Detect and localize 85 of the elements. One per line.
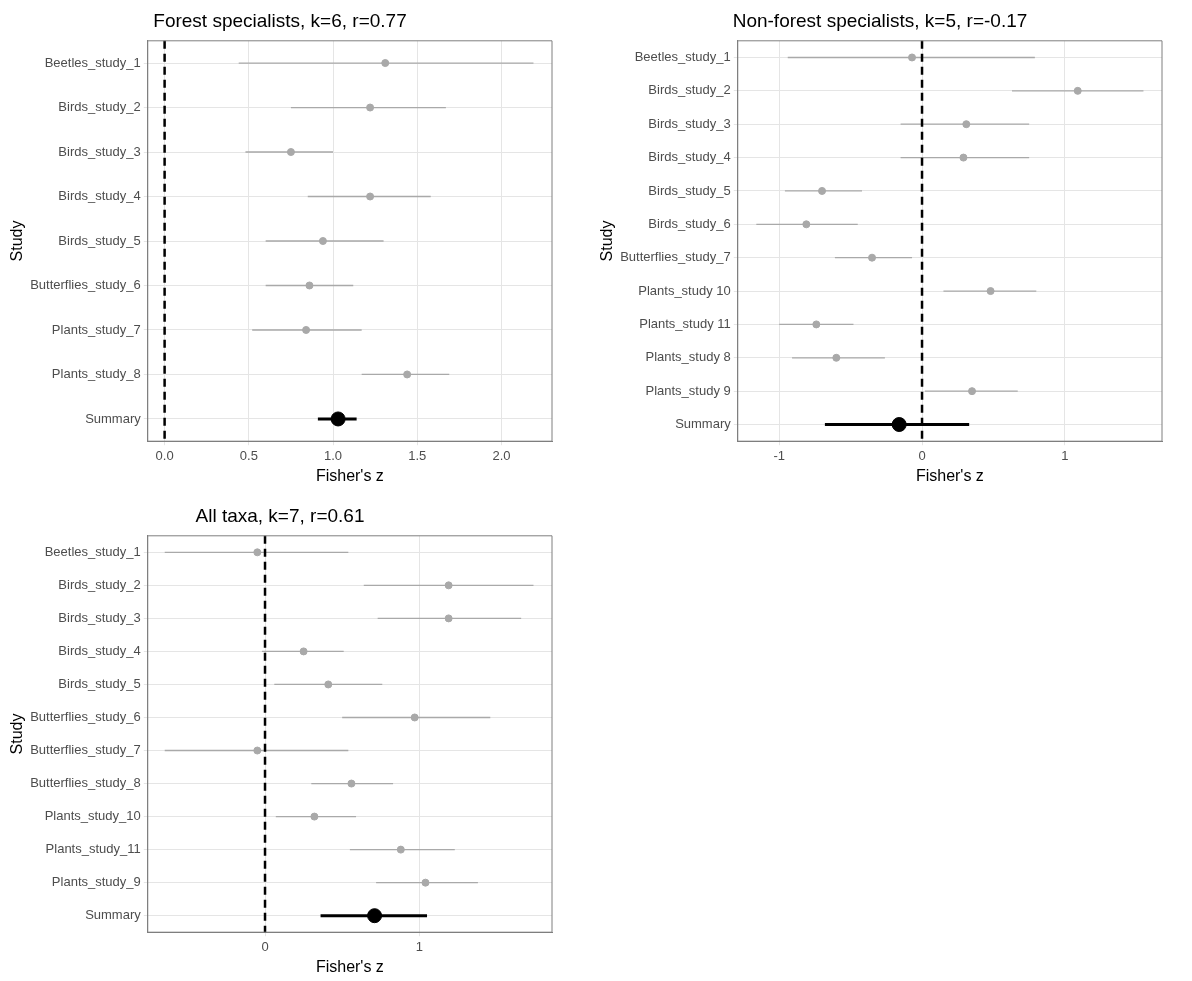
y-tick-label: Birds_study_3	[58, 143, 141, 159]
point	[318, 237, 327, 245]
point	[818, 186, 827, 195]
y-tick-label: Birds_study_5	[648, 182, 731, 198]
y-tick-label: Birds_study_6	[648, 215, 731, 231]
point	[1073, 86, 1082, 95]
y-tick-label: Birds_study_3	[648, 115, 731, 131]
y-tick-label: Birds_study_5	[58, 676, 141, 692]
y-axis-title: Study	[598, 220, 616, 262]
x-axis-title: Fisher's z	[315, 466, 384, 484]
y-axis-title: Study	[8, 713, 26, 755]
y-tick-label: Beetles_study_1	[44, 543, 141, 559]
chart-title: All taxa, k=7, r=0.61	[195, 504, 365, 526]
x-tick-label: 0	[261, 938, 269, 954]
x-tick-label: 0.5	[239, 447, 258, 463]
point	[832, 353, 841, 362]
y-tick-label: Summary	[675, 416, 732, 432]
point	[299, 647, 308, 656]
y-axis-title: Study	[8, 220, 26, 262]
point	[347, 779, 356, 788]
y-tick-label: Birds_study_4	[58, 642, 141, 658]
point	[802, 220, 811, 229]
point	[324, 680, 333, 689]
y-tick-label: Plants_study 8	[645, 349, 731, 365]
y-tick-label: Butterflies_study_7	[30, 742, 141, 758]
y-tick-label: Plants_study_11	[45, 841, 141, 857]
point	[381, 59, 390, 68]
point	[812, 320, 821, 329]
point	[959, 153, 968, 162]
chart-title: Forest specialists, k=6, r=0.77	[153, 9, 407, 31]
point	[253, 746, 262, 755]
point	[410, 713, 419, 722]
y-tick-label: Plants_study_10	[44, 808, 141, 824]
point	[330, 411, 346, 427]
point	[444, 581, 453, 590]
x-tick-label: 0.0	[155, 447, 174, 463]
y-tick-label: Beetles_study_1	[634, 49, 731, 65]
y-tick-label: Birds_study_4	[648, 149, 731, 165]
point	[305, 281, 314, 290]
point	[367, 908, 383, 924]
point	[908, 53, 917, 62]
point	[403, 370, 412, 379]
y-tick-label: Plants_study_9	[51, 874, 141, 890]
x-tick-label: 1.0	[324, 447, 343, 463]
y-tick-label: Plants_study 9	[645, 382, 731, 398]
point	[310, 812, 319, 821]
y-tick-label: Birds_study_2	[648, 82, 731, 98]
x-tick-label: -1	[773, 447, 785, 463]
point	[986, 287, 995, 296]
point	[444, 614, 453, 623]
chart-title: Non-forest specialists, k=5, r=-0.17	[732, 9, 1028, 31]
y-tick-label: Birds_study_4	[58, 188, 141, 204]
point	[302, 325, 311, 334]
point	[868, 253, 877, 262]
x-tick-label: 2.0	[492, 447, 511, 463]
point	[253, 548, 262, 557]
point	[421, 878, 430, 887]
x-axis-title: Fisher's z	[315, 957, 384, 975]
y-tick-label: Summary	[85, 907, 142, 923]
point	[891, 417, 907, 433]
y-tick-label: Butterflies_study_8	[30, 775, 141, 791]
point	[366, 103, 375, 112]
point	[968, 387, 977, 396]
point	[396, 845, 405, 854]
point	[962, 120, 971, 129]
x-tick-label: 1.5	[408, 447, 427, 463]
point	[286, 148, 295, 157]
y-tick-label: Plants_study_8	[51, 366, 141, 382]
x-tick-label: 1	[1061, 447, 1069, 463]
x-tick-label: 0	[918, 447, 926, 463]
y-tick-label: Beetles_study_1	[44, 54, 141, 70]
y-tick-label: Butterflies_study_6	[30, 277, 141, 293]
y-tick-label: Summary	[85, 410, 142, 426]
point	[366, 192, 375, 201]
y-tick-label: Plants_study_7	[51, 321, 141, 337]
y-tick-label: Butterflies_study_6	[30, 709, 141, 725]
y-tick-label: Plants_study 11	[639, 315, 731, 331]
x-axis-title: Fisher's z	[915, 466, 984, 484]
y-tick-label: Butterflies_study_7	[620, 249, 731, 265]
y-tick-label: Plants_study 10	[638, 282, 731, 298]
x-tick-label: 1	[415, 938, 423, 954]
y-tick-label: Birds_study_2	[58, 576, 141, 592]
y-tick-label: Birds_study_3	[58, 609, 141, 625]
y-tick-label: Birds_study_5	[58, 232, 141, 248]
y-tick-label: Birds_study_2	[58, 99, 141, 115]
